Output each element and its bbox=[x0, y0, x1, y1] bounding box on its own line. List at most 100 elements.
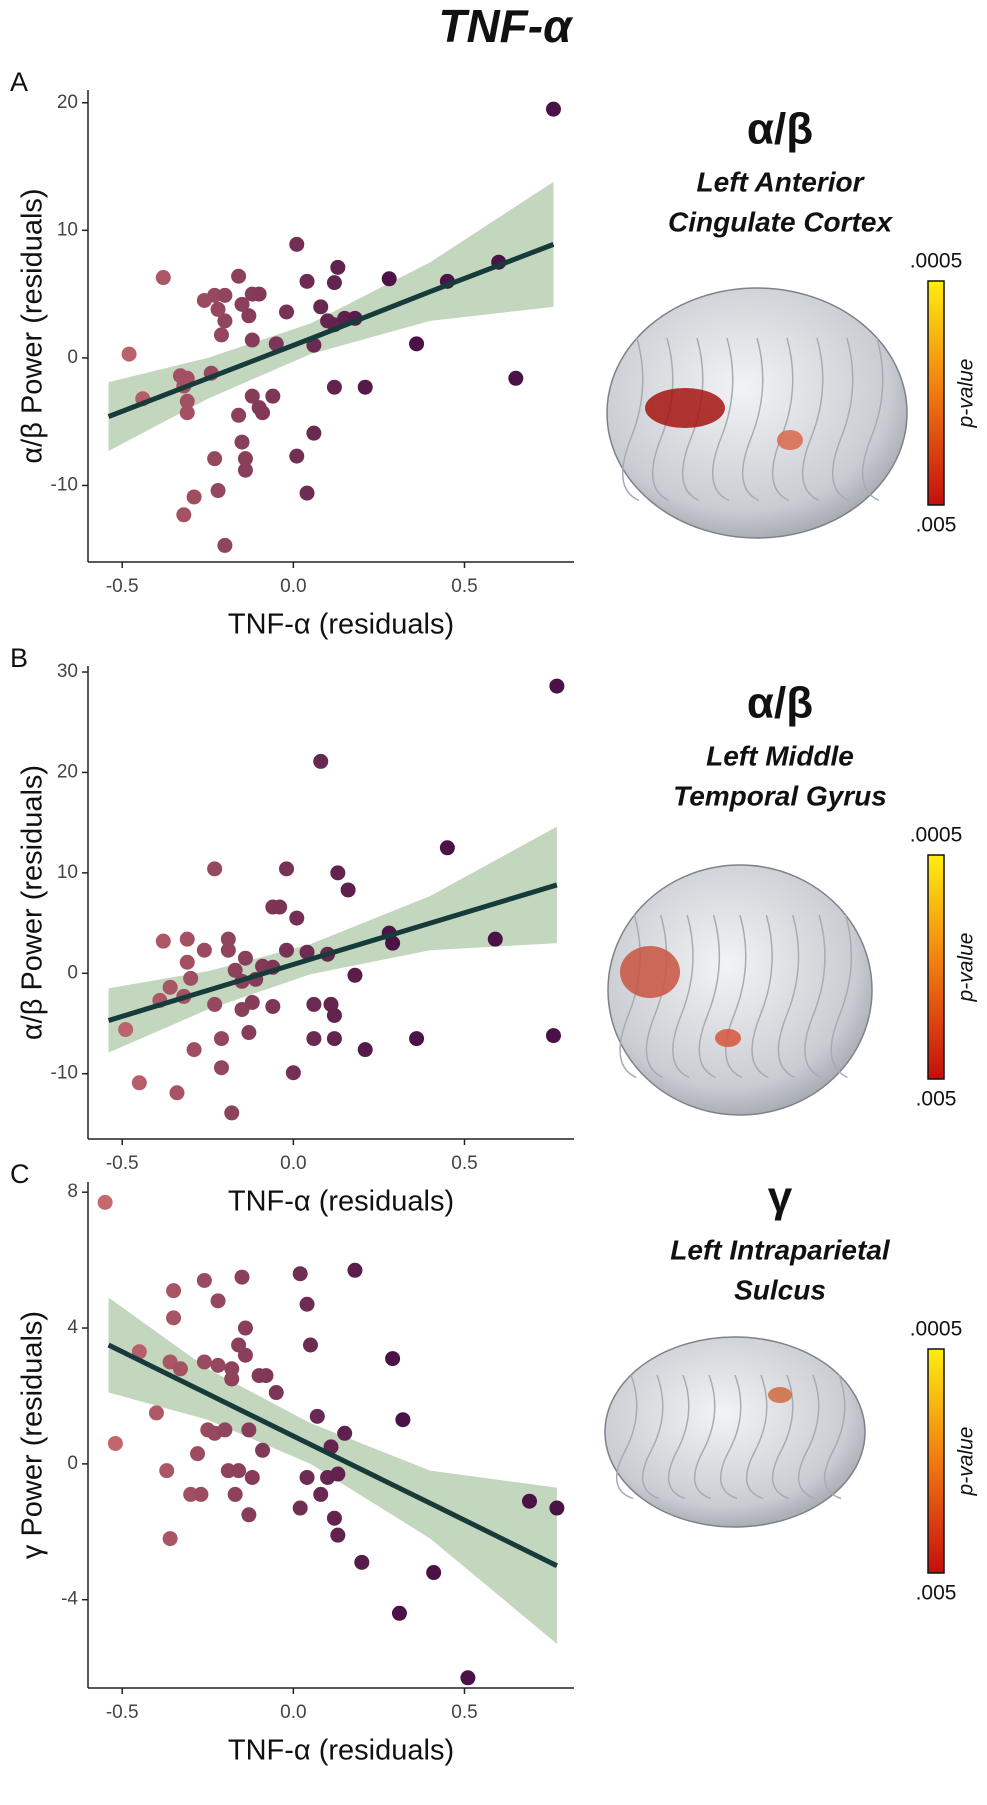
data-point bbox=[196, 1354, 212, 1370]
data-point bbox=[299, 273, 315, 289]
data-point bbox=[299, 1469, 315, 1485]
brain-gyrus bbox=[741, 337, 764, 502]
data-point bbox=[162, 1531, 178, 1547]
brain-gyrus bbox=[777, 914, 800, 1079]
data-point bbox=[279, 942, 295, 958]
data-point bbox=[241, 308, 257, 324]
data-point bbox=[220, 942, 236, 958]
data-point bbox=[166, 1283, 182, 1299]
data-point bbox=[237, 1320, 253, 1336]
colorbar-title: p-value bbox=[955, 933, 978, 1003]
data-point bbox=[183, 970, 199, 986]
panel-letter: B bbox=[10, 643, 28, 673]
brain-gyrus bbox=[621, 337, 644, 502]
data-point bbox=[306, 1031, 322, 1047]
data-point bbox=[234, 1269, 250, 1285]
data-point bbox=[231, 407, 247, 423]
data-point bbox=[385, 1351, 401, 1367]
data-point bbox=[313, 299, 329, 315]
data-point bbox=[244, 1469, 260, 1485]
brain-gyrus bbox=[771, 1374, 794, 1500]
brain-gyrus bbox=[823, 1374, 846, 1500]
brain-gyrus bbox=[801, 337, 824, 502]
data-point bbox=[330, 259, 346, 275]
region-name: Left Middle bbox=[706, 740, 854, 771]
brain-gyrus bbox=[861, 337, 884, 502]
data-point bbox=[545, 1028, 561, 1044]
data-point bbox=[313, 753, 329, 769]
fit-line bbox=[107, 242, 555, 419]
data-point bbox=[545, 101, 561, 117]
x-tick-label: -0.5 bbox=[106, 1702, 139, 1723]
data-point bbox=[213, 327, 229, 343]
data-point bbox=[330, 865, 346, 881]
data-point bbox=[244, 332, 260, 348]
data-point bbox=[265, 998, 281, 1014]
fit-line bbox=[107, 882, 558, 1023]
x-tick-label: 0.0 bbox=[280, 1153, 306, 1174]
colorbar-top-label: .0005 bbox=[910, 1318, 963, 1341]
colorbar-bottom-label: .005 bbox=[916, 514, 957, 537]
y-axis-title: γ Power (residuals) bbox=[17, 1311, 49, 1559]
colorbar bbox=[927, 854, 945, 1080]
brain-gyrus bbox=[831, 337, 854, 502]
data-point bbox=[268, 336, 284, 352]
y-axis-title: α/β Power (residuals) bbox=[17, 188, 49, 463]
data-point bbox=[234, 296, 250, 312]
data-point bbox=[166, 1310, 182, 1326]
y-tick-label: -4 bbox=[61, 1589, 78, 1610]
brain-gyrus bbox=[830, 914, 853, 1079]
scatter-panel: -4 0 4 8 -0.5 0.0 0.5 TNF-α (residuals) γ Power … bbox=[10, 1159, 978, 1767]
data-point bbox=[210, 1357, 226, 1373]
data-point bbox=[196, 1272, 212, 1288]
x-axis-title: TNF-α (residuals) bbox=[228, 609, 454, 641]
data-point bbox=[326, 1031, 342, 1047]
data-point bbox=[231, 1463, 247, 1479]
x-tick-label: 0.5 bbox=[451, 1702, 477, 1723]
brain-gyrus bbox=[615, 1374, 638, 1500]
y-tick-label: 20 bbox=[57, 92, 78, 113]
data-point bbox=[381, 271, 397, 287]
region-name: Left Anterior bbox=[697, 166, 866, 197]
data-point bbox=[155, 270, 171, 286]
data-point bbox=[289, 448, 305, 464]
colorbar-bottom-label: .005 bbox=[916, 1088, 957, 1111]
data-point bbox=[241, 1422, 257, 1438]
panel-letter: A bbox=[10, 67, 28, 97]
data-point bbox=[220, 1463, 236, 1479]
data-point bbox=[237, 950, 253, 966]
colorbar bbox=[927, 1348, 945, 1574]
region-name: Cingulate Cortex bbox=[668, 206, 893, 237]
brain-gyrus bbox=[804, 914, 826, 1079]
data-point bbox=[121, 346, 137, 362]
data-point bbox=[313, 1486, 329, 1502]
data-point bbox=[289, 236, 305, 252]
data-point bbox=[385, 935, 401, 951]
data-point bbox=[460, 1670, 476, 1686]
data-point bbox=[176, 507, 192, 523]
data-point bbox=[224, 1361, 240, 1377]
y-tick-label: 10 bbox=[57, 862, 78, 883]
data-point bbox=[179, 405, 195, 421]
x-tick-label: 0.5 bbox=[451, 576, 477, 597]
colorbar-top-label: .0005 bbox=[910, 824, 963, 847]
brain-gyrus bbox=[641, 1374, 664, 1500]
brain-gyrus bbox=[619, 914, 641, 1079]
data-point bbox=[217, 1422, 233, 1438]
data-point bbox=[169, 1085, 185, 1101]
data-point bbox=[231, 268, 247, 284]
data-point bbox=[213, 1060, 229, 1076]
data-point bbox=[326, 275, 342, 291]
data-point bbox=[439, 840, 455, 856]
colorbar-title: p-value bbox=[955, 1427, 978, 1497]
fit-line bbox=[107, 1342, 558, 1568]
brain-gyrus bbox=[667, 1374, 690, 1500]
activation-cluster bbox=[645, 388, 725, 428]
data-point bbox=[207, 861, 223, 877]
region-name: Temporal Gyrus bbox=[673, 780, 887, 811]
y-tick-label: -10 bbox=[51, 474, 78, 495]
data-point bbox=[190, 1446, 206, 1462]
colorbar bbox=[927, 280, 945, 506]
data-point bbox=[107, 1435, 123, 1451]
